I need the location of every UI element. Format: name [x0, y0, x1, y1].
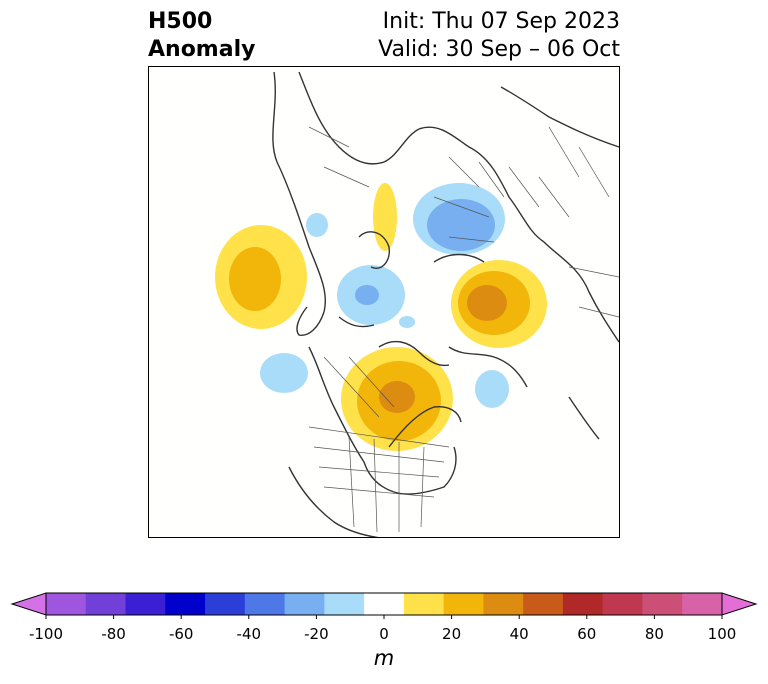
- colorbar-tick-label: 100: [707, 625, 737, 643]
- colorbar-tick-label: 0: [379, 625, 389, 643]
- colorbar-tick-label: 40: [509, 625, 529, 643]
- colorbar-tick-label: -60: [168, 625, 194, 643]
- colorbar-bin: [205, 593, 246, 615]
- political-borders: [308, 126, 619, 533]
- colorbar-bin: [284, 593, 325, 615]
- colorbar-bin: [602, 593, 643, 615]
- forecast-dates: Init: Thu 07 Sep 2023 Valid: 30 Sep – 06…: [378, 8, 620, 64]
- scandinavia-positive: [373, 183, 397, 251]
- anomaly-shading: [215, 183, 547, 451]
- colorbar-unit: m: [373, 646, 395, 670]
- colorbar-tick-label: 60: [577, 625, 597, 643]
- colorbar-tick-label: -100: [28, 625, 64, 643]
- title-line-1: H500: [148, 9, 213, 34]
- colorbar-bin: [483, 593, 524, 615]
- colorbar-tick-label: -20: [304, 625, 329, 643]
- title-line-2: Anomaly: [148, 37, 256, 62]
- colorbar-segments: [10, 592, 758, 616]
- anomaly-map: [148, 66, 620, 538]
- colorbar-bin: [364, 593, 405, 615]
- map-title: H500 Anomaly: [148, 8, 255, 64]
- colorbar-bin: [165, 593, 206, 615]
- gulf-of-alaska-negative: [260, 353, 308, 393]
- colorbar-tick-label: 20: [442, 625, 462, 643]
- valid-date: Valid: 30 Sep – 06 Oct: [378, 37, 620, 62]
- colorbar-bin: [562, 593, 604, 615]
- colorbar-bin: [324, 593, 365, 615]
- colorbar: [10, 592, 758, 619]
- colorbar-tick-label: 80: [644, 625, 664, 643]
- north-atlantic-negative: [475, 370, 509, 408]
- colorbar-bin: [682, 593, 723, 615]
- colorbar-bin: [46, 593, 87, 615]
- init-date: Init: Thu 07 Sep 2023: [382, 9, 620, 34]
- colorbar-bin: [125, 593, 166, 615]
- map-canvas: [215, 71, 619, 537]
- coastlines: [272, 71, 619, 537]
- colorbar-tick-label: -40: [236, 625, 262, 643]
- colorbar-ticks: [45, 615, 723, 619]
- colorbar-bin: [244, 593, 286, 615]
- colorbar-bin: [443, 593, 484, 615]
- colorbar-tick-label: -80: [101, 625, 126, 643]
- colorbar-extend-low: [10, 592, 47, 616]
- colorbar-bin: [642, 593, 683, 615]
- colorbar-extend-high: [721, 592, 758, 616]
- colorbar-bin: [403, 593, 445, 615]
- colorbar-bin: [85, 593, 127, 615]
- colorbar-bin: [523, 593, 564, 615]
